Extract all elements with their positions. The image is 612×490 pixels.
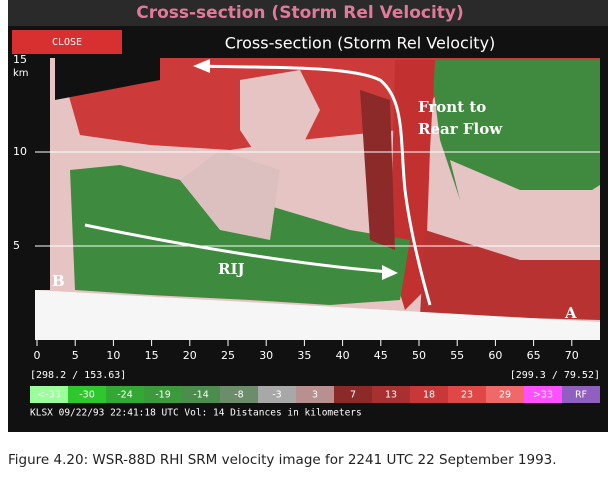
scale-swatch — [562, 386, 600, 403]
header-title: Cross-section (Storm Rel Velocity) — [225, 34, 496, 53]
scale-swatch — [68, 386, 106, 403]
scale-swatch — [410, 386, 448, 403]
y-label: km — [13, 68, 29, 79]
scale-swatch — [372, 386, 410, 403]
radar-window: Cross-section (Storm Rel Velocity) CLOSE… — [8, 0, 608, 432]
x-tick-label: 20 — [183, 349, 197, 362]
marker-label: A — [564, 304, 577, 322]
x-tick-label: 35 — [297, 349, 311, 362]
x-tick-label: 25 — [221, 349, 235, 362]
x-tick-label: 70 — [565, 349, 579, 362]
x-tick-label: 40 — [336, 349, 350, 362]
scale-swatch — [182, 386, 220, 403]
scale-label: 23 — [461, 390, 473, 401]
x-tick-label: 5 — [72, 349, 79, 362]
close-label[interactable]: CLOSE — [52, 37, 82, 48]
annotation: Rear Flow — [418, 120, 503, 138]
scale-swatch — [448, 386, 486, 403]
x-tick-label: 60 — [488, 349, 502, 362]
scale-label: 29 — [499, 390, 511, 401]
y-label: 15 — [13, 53, 27, 66]
window-title: Cross-section (Storm Rel Velocity) — [136, 3, 464, 23]
scale-label: -30 — [79, 390, 95, 401]
scale-label: 13 — [385, 390, 397, 401]
scale-swatch — [524, 386, 562, 403]
x-tick-label: 15 — [145, 349, 159, 362]
annotation: Front to — [418, 98, 486, 116]
scale-swatch — [296, 386, 334, 403]
annotation: RIJ — [218, 260, 245, 278]
scale-label: -24 — [117, 390, 133, 401]
scale-swatch — [334, 386, 372, 403]
scale-label: 7 — [350, 390, 356, 401]
x-tick-label: 10 — [106, 349, 120, 362]
x-tick-label: 45 — [374, 349, 388, 362]
scale-label: -3 — [272, 390, 281, 401]
scale-swatch — [486, 386, 524, 403]
y-label: 10 — [13, 145, 27, 158]
scale-label: -19 — [155, 390, 171, 401]
x-tick-label: 30 — [259, 349, 273, 362]
close-button[interactable] — [12, 30, 122, 54]
scale-label: 18 — [423, 390, 435, 401]
scale-swatch — [30, 386, 68, 403]
caption: Figure 4.20: WSR-88D RHI SRM velocity im… — [8, 452, 557, 468]
x-tick-label: 55 — [450, 349, 464, 362]
marker-label: B — [52, 272, 65, 290]
scale-swatch — [144, 386, 182, 403]
scale-swatch — [220, 386, 258, 403]
coords: [298.2 / 153.63] — [30, 370, 126, 381]
x-tick-label: 65 — [527, 349, 541, 362]
scale-label: <-33 — [37, 390, 60, 401]
scale-label: >33 — [533, 390, 553, 401]
x-tick-label: 50 — [412, 349, 426, 362]
scale-label: -14 — [193, 390, 209, 401]
scale-swatch — [106, 386, 144, 403]
scale-label: -8 — [234, 390, 243, 401]
y-label: 5 — [13, 239, 20, 252]
footer: KLSX 09/22/93 22:41:18 UTC Vol: 14 Dista… — [30, 408, 362, 419]
scale-label: RF — [575, 390, 587, 401]
scale-swatch — [258, 386, 296, 403]
x-tick-label: 0 — [34, 349, 41, 362]
title-bar — [8, 0, 608, 26]
scale-label: 3 — [312, 390, 318, 401]
coords: [299.3 / 79.52] — [510, 370, 600, 381]
radar-image — [35, 58, 600, 340]
